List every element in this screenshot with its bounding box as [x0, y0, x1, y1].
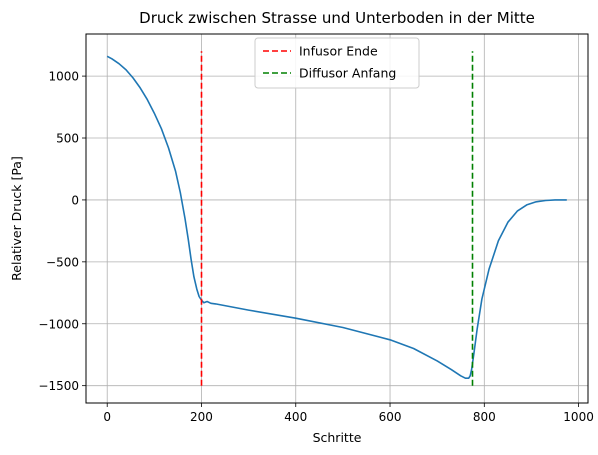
y-axis-label: Relativer Druck [Pa] [9, 156, 24, 281]
plot-series [106, 51, 567, 386]
x-tick-label: 400 [284, 410, 307, 424]
x-tick-label: 0 [103, 410, 111, 424]
chart-title: Druck zwischen Strasse und Unterboden in… [139, 9, 535, 27]
x-tick-label: 600 [379, 410, 402, 424]
legend: Infusor Ende Diffusor Anfang [254, 37, 420, 89]
legend-label: Infusor Ende [299, 44, 378, 59]
x-axis-label: Schritte [313, 430, 362, 445]
y-tick-label: 0 [71, 193, 79, 207]
x-tick-label: 1000 [563, 410, 594, 424]
legend-box [254, 37, 420, 89]
axis-ticks: 0 200 400 600 800 1000 −1500 −1000 −500 0 500 1000 [38, 70, 593, 424]
y-tick-label: −500 [46, 255, 79, 269]
series-line-0 [106, 55, 567, 380]
y-tick-label: 500 [56, 132, 79, 146]
x-tick-label: 200 [190, 410, 213, 424]
axes-frame [85, 33, 589, 404]
y-tick-label: 1000 [48, 70, 79, 84]
legend-label: Diffusor Anfang [299, 66, 396, 81]
y-tick-label: −1500 [38, 379, 79, 393]
y-tick-label: −1000 [38, 317, 79, 331]
x-tick-label: 800 [473, 410, 496, 424]
